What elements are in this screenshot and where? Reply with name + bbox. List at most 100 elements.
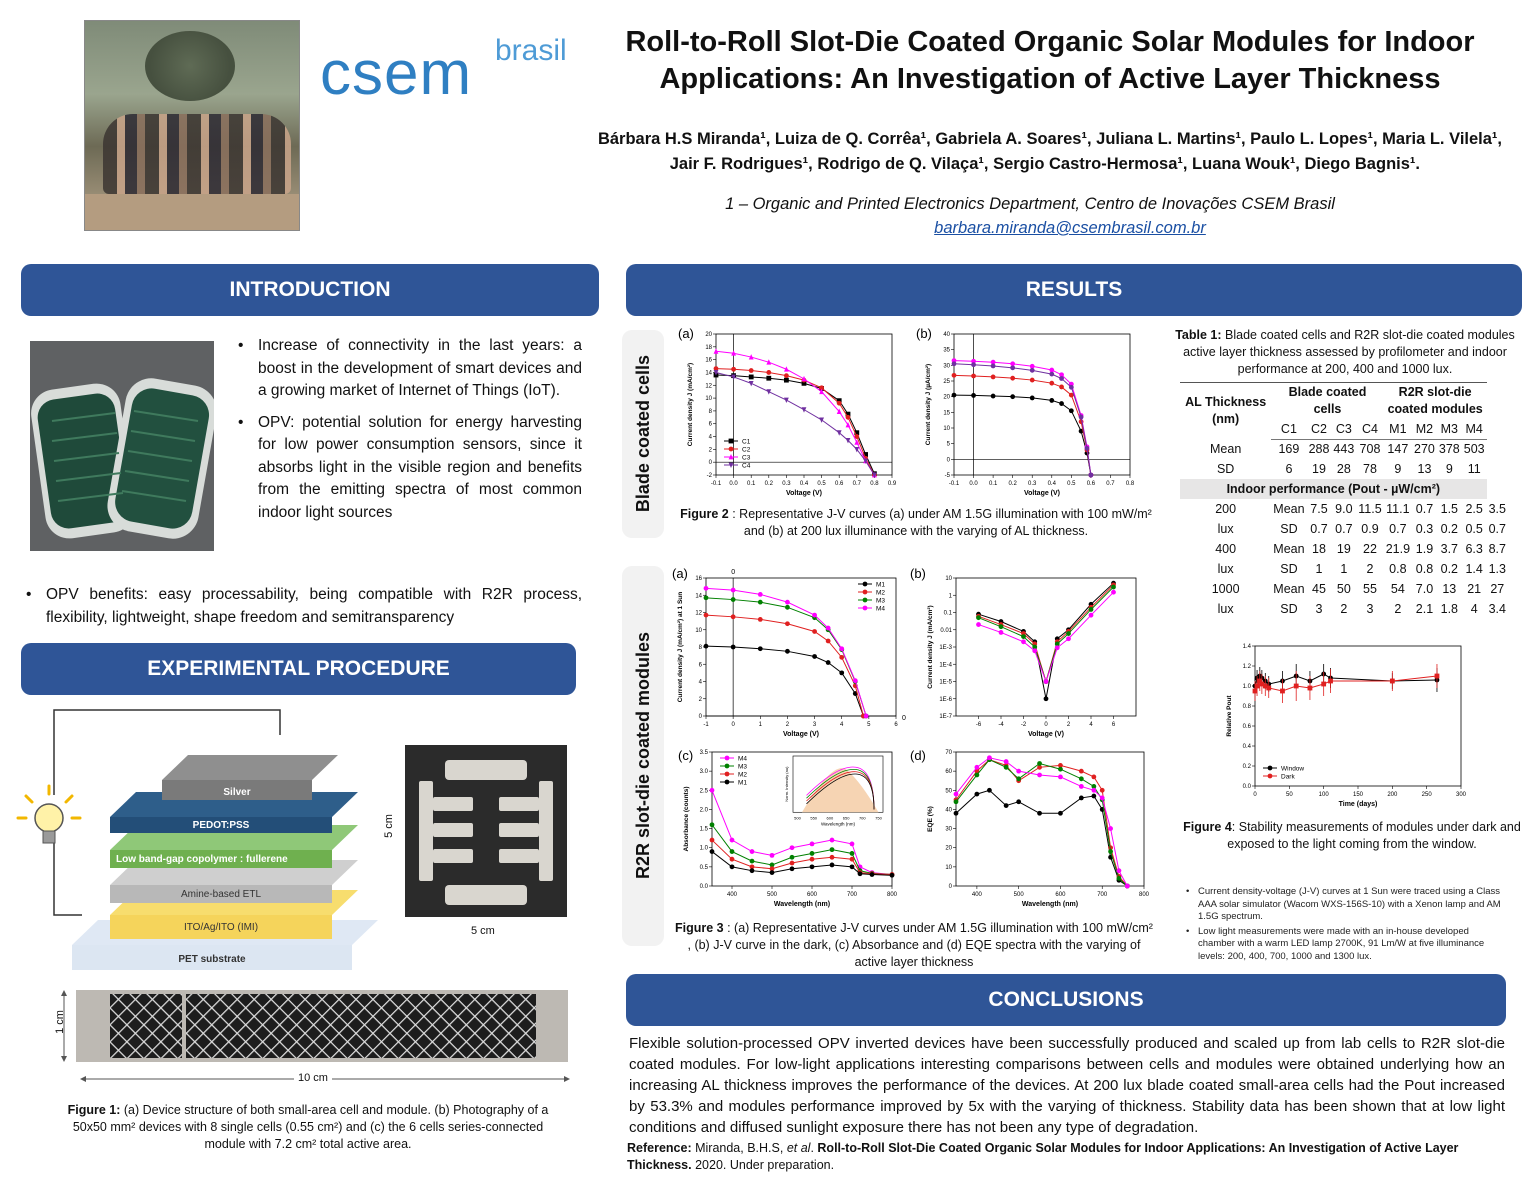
data-point: [1059, 376, 1064, 381]
table-cell: 0.3: [1415, 522, 1434, 536]
poster-title: Roll-to-Roll Slot-Die Coated Organic Sol…: [600, 24, 1500, 98]
data-point: [766, 370, 772, 375]
y-tick-label: 10: [705, 396, 712, 402]
data-point: [829, 862, 835, 868]
y-tick-label: 1.5: [700, 827, 709, 833]
logo-sub-text: brasil: [495, 34, 567, 67]
series-C4: [951, 361, 1094, 478]
data-point: [854, 439, 860, 445]
y-tick-label: 0.01: [940, 628, 952, 634]
series-M3: [976, 584, 1116, 684]
data-point: [703, 595, 709, 601]
table-row: lux SD 3 2 3 2 2.1 1.8 4 3.4: [1180, 599, 1508, 619]
series-C4: [713, 370, 877, 478]
panel-label: (c): [678, 748, 693, 763]
table-cell: Mean: [1273, 582, 1305, 596]
y-tick-label: 2.0: [700, 807, 709, 813]
table-cell: 708: [1359, 442, 1381, 457]
x-axis-label: Voltage (V): [783, 731, 819, 738]
data-point: [1321, 681, 1327, 687]
figure-2-text: : Representative J-V curves (a) under AM…: [728, 507, 1152, 538]
data-point: [1058, 763, 1063, 768]
x-tick-label: 1: [759, 722, 763, 728]
x-tick-label: 0.0: [969, 481, 978, 487]
data-point: [1037, 764, 1042, 770]
table-header-al: AL Thickness (nm): [1180, 382, 1272, 439]
data-point: [1280, 688, 1285, 694]
table-cell: 19: [1336, 542, 1351, 556]
data-point: [1078, 795, 1084, 801]
data-point: [769, 870, 775, 875]
x-tick-label: 400: [727, 892, 738, 898]
y-tick-label: 1.2: [1243, 664, 1252, 670]
data-point: [990, 359, 996, 365]
data-point: [757, 646, 763, 652]
data-point: [785, 604, 790, 610]
reference-authors: Miranda, B.H.S,: [691, 1141, 787, 1155]
data-point: [730, 587, 736, 593]
data-point: [971, 373, 976, 379]
data-point: [1257, 678, 1263, 684]
data-point: [839, 670, 845, 676]
data-point: [854, 430, 860, 436]
email-link[interactable]: barbara.miranda@csembrasil.com.br: [934, 219, 1206, 237]
figure-3-caption: Figure 3 : (a) Representative J-V curves…: [672, 920, 1156, 971]
data-point: [1111, 584, 1116, 590]
table-cell: 288: [1308, 442, 1330, 457]
data-point: [1066, 631, 1071, 636]
x-tick-label: 0.3: [782, 481, 791, 487]
data-point: [974, 764, 980, 770]
data-point: [836, 398, 842, 404]
inset-x-tick: 500: [794, 815, 801, 820]
plot-frame: [955, 577, 1137, 717]
data-point: [1091, 784, 1097, 789]
data-point: [709, 822, 715, 828]
legend-marker: [728, 438, 734, 444]
x-axis-label: Voltage (V): [786, 490, 822, 497]
x-tick-label: 0.2: [765, 481, 774, 487]
y-tick-label: 3.0: [700, 769, 709, 775]
data-point: [1293, 683, 1299, 689]
legend-marker: [724, 755, 730, 761]
table-cell: 45: [1312, 582, 1326, 596]
table-1-text: Blade coated cells and R2R slot-die coat…: [1183, 328, 1515, 376]
series-M2: [953, 757, 1130, 889]
table-cell: 21: [1467, 582, 1482, 596]
data-point: [1088, 472, 1094, 478]
data-point: [1434, 673, 1440, 679]
y-tick-label: 12: [695, 611, 702, 617]
x-tick-label: 0: [1044, 722, 1048, 728]
series-line: [955, 759, 1128, 887]
data-point: [789, 845, 795, 851]
x-tick-label: -0.1: [711, 481, 722, 487]
table-cell: 0.7: [1310, 522, 1328, 536]
data-point: [749, 849, 755, 854]
data-point: [1058, 774, 1063, 780]
data-point: [1049, 371, 1055, 377]
data-point: [1058, 810, 1063, 816]
legend-label: C2: [742, 447, 751, 454]
series-C2: [951, 372, 1094, 478]
x-tick-label: 600: [1055, 892, 1066, 898]
y-tick-label: 30: [943, 363, 950, 369]
table-row: 200 Mean 7.5 9.0 11.5 11.1 0.7 1.5 2.5 3.5: [1180, 499, 1508, 519]
data-point: [757, 617, 763, 622]
y-tick-label: 4: [709, 435, 713, 441]
table-cell: 9.0: [1335, 502, 1353, 516]
table-cell: 0.9: [1361, 522, 1379, 536]
data-point: [703, 643, 709, 649]
series-line: [715, 350, 875, 476]
table-row: SD 6 19 28 78 9 13 9 11: [1180, 459, 1508, 479]
data-point: [1003, 764, 1009, 770]
data-point: [953, 799, 959, 805]
data-point: [729, 856, 735, 862]
table-header-cell: C2: [1306, 419, 1332, 440]
table-header-cell: C3: [1331, 419, 1357, 440]
table-ids-row: C1 C2 C3 C4 M1 M2 M3 M4: [1180, 419, 1508, 440]
series-Dark: [1252, 664, 1440, 703]
table-cell: 2.1: [1415, 602, 1434, 616]
y-tick-label: 10: [945, 576, 952, 582]
author-list: Bárbara H.S Miranda¹, Luiza de Q. Corrêa…: [520, 127, 1502, 177]
table-cell: 22: [1363, 542, 1377, 556]
figure-3-text: : (a) Representative J-V curves under AM…: [687, 921, 1153, 969]
